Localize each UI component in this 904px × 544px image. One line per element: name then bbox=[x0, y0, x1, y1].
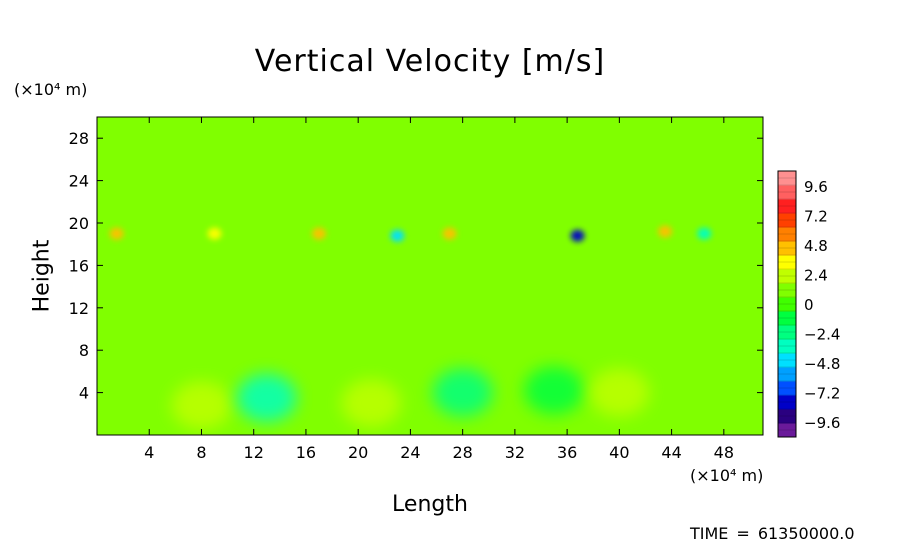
colorbar-segment bbox=[778, 353, 796, 368]
x-tick-label: 44 bbox=[661, 443, 681, 462]
x-tick-label: 16 bbox=[296, 443, 316, 462]
colorbar-segment bbox=[778, 241, 796, 256]
colorbar-segment bbox=[778, 381, 796, 396]
y-tick-label: 24 bbox=[69, 172, 89, 191]
colorbar-frame bbox=[777, 170, 797, 438]
x-tick-label: 36 bbox=[557, 443, 577, 462]
colorbar-segment bbox=[778, 367, 796, 382]
y-tick-label: 12 bbox=[69, 299, 89, 318]
heatmap-feature bbox=[312, 227, 326, 240]
colorbar-label: 7.2 bbox=[804, 207, 828, 225]
colorbar-label: −7.2 bbox=[804, 385, 840, 403]
time-equals: = bbox=[736, 524, 750, 543]
x-tick-label: 48 bbox=[714, 443, 734, 462]
colorbar-label: −2.4 bbox=[804, 326, 840, 344]
heatmap-feature bbox=[109, 227, 124, 240]
time-label: TIME bbox=[690, 524, 729, 543]
x-axis-unit: (×10⁴ m) bbox=[690, 466, 764, 485]
colorbar-segment bbox=[778, 409, 796, 424]
x-tick-label: 8 bbox=[196, 443, 206, 462]
colorbar-label: −9.6 bbox=[804, 414, 840, 432]
heatmap-feature bbox=[432, 368, 493, 417]
heatmap-feature bbox=[658, 225, 673, 238]
colorbar-segment bbox=[778, 311, 796, 326]
x-tick-label: 24 bbox=[400, 443, 420, 462]
y-axis-unit: (×10⁴ m) bbox=[14, 80, 88, 99]
x-tick-label: 32 bbox=[505, 443, 525, 462]
colorbar-label: 0 bbox=[804, 296, 814, 314]
colorbar-segment bbox=[778, 227, 796, 242]
y-tick-label: 20 bbox=[69, 214, 89, 233]
heatmap-feature bbox=[570, 229, 585, 242]
heatmap-feature bbox=[236, 373, 297, 422]
colorbar-segment bbox=[778, 395, 796, 410]
heatmap-feature bbox=[697, 227, 712, 240]
colorbar-segment bbox=[778, 297, 796, 312]
colorbar-label: 9.6 bbox=[804, 178, 828, 196]
y-tick-label: 16 bbox=[69, 256, 89, 275]
x-axis-label: Length bbox=[392, 492, 468, 517]
colorbar-label: 2.4 bbox=[804, 266, 828, 284]
heatmap-feature bbox=[524, 366, 585, 415]
colorbar-segment bbox=[778, 171, 796, 186]
x-tick-label: 28 bbox=[452, 443, 472, 462]
colorbar-segment bbox=[778, 423, 796, 438]
y-tick-label: 4 bbox=[79, 384, 89, 403]
colorbar-segment bbox=[778, 255, 796, 270]
colorbar-segment bbox=[778, 213, 796, 228]
colorbar-segment bbox=[778, 199, 796, 214]
time-readout: TIME = 61350000.0 bbox=[690, 524, 855, 543]
x-tick-label: 20 bbox=[348, 443, 368, 462]
colorbar-segment bbox=[778, 283, 796, 298]
colorbar-segment bbox=[778, 339, 796, 354]
x-tick-label: 12 bbox=[244, 443, 264, 462]
heatmap-feature bbox=[207, 227, 222, 240]
colorbar-segment bbox=[778, 185, 796, 200]
heatmap-feature bbox=[589, 368, 650, 417]
x-tick-label: 40 bbox=[609, 443, 629, 462]
plot-frame bbox=[96, 116, 764, 436]
heatmap-feature bbox=[442, 227, 457, 240]
y-tick-label: 8 bbox=[79, 341, 89, 360]
x-tick-label: 4 bbox=[144, 443, 154, 462]
colorbar-label: −4.8 bbox=[804, 355, 840, 373]
colorbar-segment bbox=[778, 325, 796, 340]
heatmap-feature bbox=[390, 229, 405, 242]
heatmap-feature bbox=[171, 381, 232, 430]
y-tick-label: 28 bbox=[69, 129, 89, 148]
time-value: 61350000.0 bbox=[757, 524, 855, 543]
heatmap-feature bbox=[341, 379, 402, 428]
colorbar-segment bbox=[778, 269, 796, 284]
colorbar-label: 4.8 bbox=[804, 237, 828, 255]
chart-title: Vertical Velocity [m/s] bbox=[254, 44, 606, 79]
